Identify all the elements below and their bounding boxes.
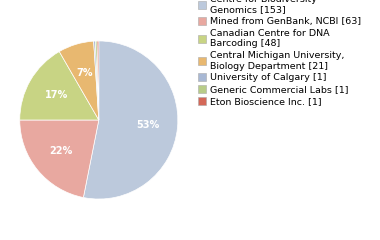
Text: 53%: 53% xyxy=(136,120,159,130)
Wedge shape xyxy=(20,52,99,120)
Legend: Centre for Biodiversity
Genomics [153], Mined from GenBank, NCBI [63], Canadian : Centre for Biodiversity Genomics [153], … xyxy=(198,0,361,106)
Text: 7%: 7% xyxy=(76,68,93,78)
Wedge shape xyxy=(95,41,99,120)
Wedge shape xyxy=(97,41,99,120)
Text: 22%: 22% xyxy=(49,146,73,156)
Wedge shape xyxy=(83,41,178,199)
Wedge shape xyxy=(93,41,99,120)
Wedge shape xyxy=(20,120,99,198)
Wedge shape xyxy=(59,41,99,120)
Text: 17%: 17% xyxy=(45,90,68,101)
